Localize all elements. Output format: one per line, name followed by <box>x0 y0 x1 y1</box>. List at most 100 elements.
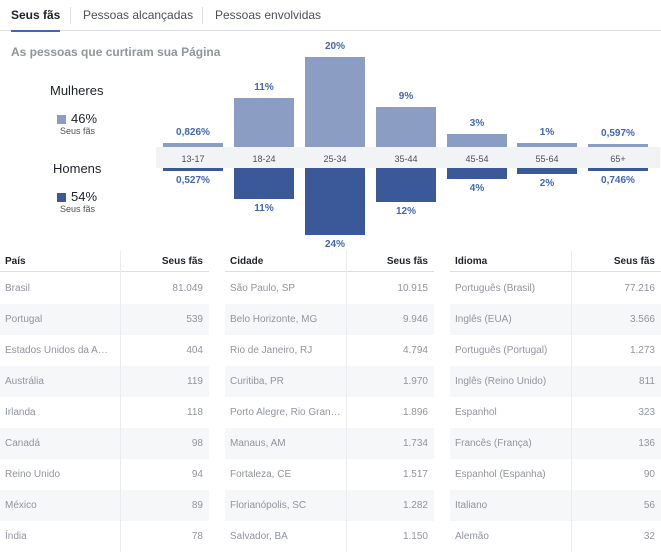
cell-value: 811 <box>639 376 655 387</box>
table-row: Índia 78 <box>0 521 209 552</box>
cell-value: 98 <box>191 438 203 449</box>
cell-name: Fortaleza, CE <box>230 469 292 480</box>
column-header-seus-fas[interactable]: Seus fãs <box>613 256 655 267</box>
table-row: Rio de Janeiro, RJ 4.794 <box>225 335 434 366</box>
column-divider <box>120 251 121 552</box>
bar-label-men-65+: 0,746% <box>601 175 635 186</box>
cell-value: 136 <box>638 438 655 449</box>
cell-value: 539 <box>186 314 203 325</box>
cell-name: Austrália <box>5 376 44 387</box>
age-axis-band <box>156 147 660 168</box>
bar-men-25-34[interactable] <box>305 168 365 235</box>
cell-name: Inglês (Reino Unido) <box>455 376 547 387</box>
age-tick-55-64: 55-64 <box>535 154 559 164</box>
cell-value: 3.566 <box>629 314 655 325</box>
bar-label-men-35-44: 12% <box>395 205 416 217</box>
table-row: Português (Portugal) 1.273 <box>450 335 661 366</box>
bar-women-45-54[interactable] <box>447 133 507 147</box>
men-label: Homens <box>53 161 102 176</box>
table-row: Porto Alegre, Rio Grand... 1.896 <box>225 397 434 428</box>
women-percent: 46% <box>71 111 98 126</box>
cell-value: 118 <box>187 407 203 418</box>
age-tick-45-54: 45-54 <box>465 154 489 164</box>
cell-value: 1.282 <box>402 500 428 511</box>
column-header-name[interactable]: Cidade <box>230 256 264 267</box>
column-header-name[interactable]: País <box>5 256 26 267</box>
cell-value: 32 <box>643 531 655 542</box>
bar-label-men-45-54: 4% <box>469 183 485 195</box>
cell-value: 1.150 <box>402 531 428 542</box>
bar-men-55-64[interactable] <box>517 168 577 174</box>
tab-pessoas-alcancadas[interactable]: Pessoas alcançadas <box>83 8 194 22</box>
cell-name: Português (Portugal) <box>455 345 548 356</box>
table-row: Florianópolis, SC 1.282 <box>225 490 434 521</box>
bar-label-women-45-54: 3% <box>469 117 485 129</box>
table-pais: País Seus fãs Brasil 81.049 Portugal 539 Estad… <box>0 251 209 552</box>
cell-name: Canadá <box>5 438 41 449</box>
bar-women-25-34[interactable] <box>305 57 365 147</box>
cell-name: Curitiba, PR <box>230 376 284 387</box>
bar-label-men-18-24: 11% <box>254 202 274 214</box>
table-row: México 89 <box>0 490 209 521</box>
bar-women-35-44[interactable] <box>376 106 436 147</box>
table-row: Canadá 98 <box>0 428 209 459</box>
table-row: Inglês (EUA) 3.566 <box>450 304 661 335</box>
bar-label-women-25-34: 20% <box>324 41 345 52</box>
women-swatch <box>57 115 66 124</box>
bar-men-18-24[interactable] <box>234 168 294 199</box>
tab-seus-fas[interactable]: Seus fãs <box>11 0 61 32</box>
column-header-name[interactable]: Idioma <box>455 256 488 267</box>
bar-men-13-17[interactable] <box>163 168 223 171</box>
bar-label-men-13-17: 0,527% <box>176 175 210 186</box>
cell-name: México <box>5 500 37 511</box>
cell-value: 56 <box>643 500 655 511</box>
bar-men-45-54[interactable] <box>447 168 507 180</box>
table-idioma: Idioma Seus fãs Português (Brasil) 77.216 In… <box>450 251 661 552</box>
age-tick-25-34: 25-34 <box>323 154 347 164</box>
women-label: Mulheres <box>50 83 104 98</box>
bar-women-55-64[interactable] <box>517 142 577 147</box>
table-row: Inglês (Reino Unido) 811 <box>450 366 661 397</box>
table-row: Belo Horizonte, MG 9.946 <box>225 304 434 335</box>
table-row: Português (Brasil) 77.216 <box>450 273 661 304</box>
cell-value: 119 <box>187 376 203 387</box>
table-row: Curitiba, PR 1.970 <box>225 366 434 397</box>
bar-men-65+[interactable] <box>588 168 648 171</box>
column-header-seus-fas[interactable]: Seus fãs <box>161 256 203 267</box>
cell-name: Portugal <box>5 314 43 325</box>
table-row: Fortaleza, CE 1.517 <box>225 459 434 490</box>
tab-pessoas-envolvidas[interactable]: Pessoas envolvidas <box>215 8 322 22</box>
cell-name: São Paulo, SP <box>230 283 296 294</box>
bar-men-35-44[interactable] <box>376 168 436 202</box>
cell-name: Salvador, BA <box>230 531 288 542</box>
bar-women-65+[interactable] <box>588 144 648 147</box>
bar-women-18-24[interactable] <box>234 97 294 147</box>
table-header <box>0 251 209 272</box>
table-row: Estados Unidos da Amé... 404 <box>0 335 209 366</box>
bar-women-13-17[interactable] <box>163 143 223 147</box>
table-row: Espanhol (Espanha) 90 <box>450 459 661 490</box>
cell-value: 90 <box>643 469 655 480</box>
tab-bar: Seus fãs Pessoas alcançadas Pessoas envo… <box>0 0 661 32</box>
table-row: Alemão 32 <box>450 521 661 552</box>
cell-value: 89 <box>191 500 203 511</box>
column-divider <box>346 251 347 552</box>
table-row: Francês (França) 136 <box>450 428 661 459</box>
cell-name: Brasil <box>5 283 31 294</box>
column-header-seus-fas[interactable]: Seus fãs <box>386 256 428 267</box>
table-row: Austrália 119 <box>0 366 209 397</box>
bar-label-women-55-64: 1% <box>539 126 555 138</box>
men-percent: 54% <box>71 189 98 204</box>
cell-value: 78 <box>191 531 203 542</box>
men-swatch <box>57 193 66 202</box>
cell-name: Irlanda <box>5 407 36 418</box>
age-tick-35-44: 35-44 <box>394 154 418 164</box>
cell-value: 323 <box>638 407 655 418</box>
table-row: Salvador, BA 1.150 <box>225 521 434 552</box>
table-row: Espanhol 323 <box>450 397 661 428</box>
cell-name: Inglês (EUA) <box>455 314 512 325</box>
age-tick-18-24: 18-24 <box>252 154 276 164</box>
men-sub-label: Seus fãs <box>60 204 96 214</box>
cell-name: Estados Unidos da Amé... <box>5 345 115 356</box>
cell-value: 10.915 <box>397 283 428 294</box>
